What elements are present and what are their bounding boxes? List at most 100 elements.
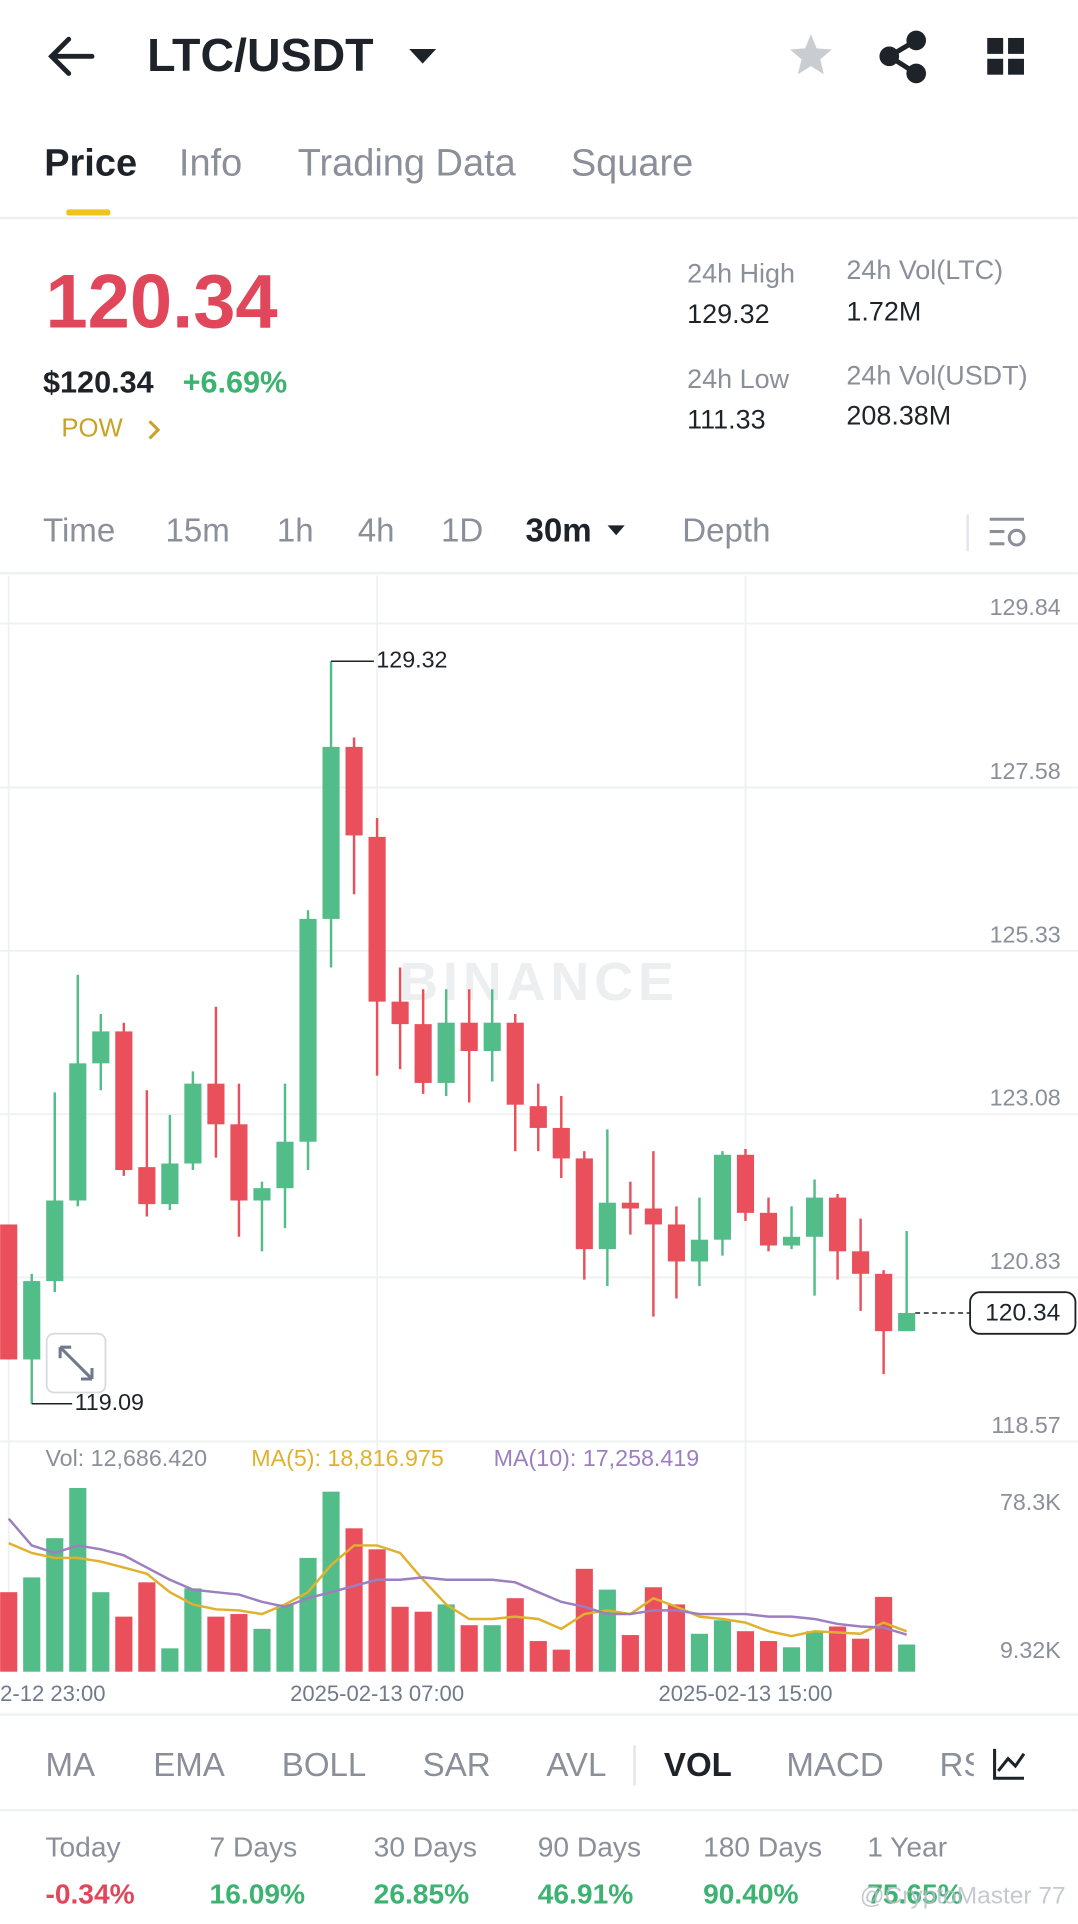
- favorite-star[interactable]: [789, 34, 832, 75]
- volume-bar: [852, 1638, 870, 1672]
- legend-entry: MA(5): 18,816.975: [251, 1445, 444, 1471]
- tab[interactable]: Trading Data: [298, 142, 517, 184]
- grid-cell: [1008, 58, 1024, 75]
- candle-body: [529, 1106, 547, 1128]
- period-label: Today: [45, 1832, 121, 1863]
- volume-bar: [621, 1635, 639, 1672]
- candle-body: [644, 1208, 662, 1225]
- indicator-option[interactable]: EMA: [153, 1747, 225, 1784]
- back-arrow-head: [48, 36, 72, 76]
- candle-body: [598, 1202, 616, 1250]
- indicator-option[interactable]: SAR: [423, 1747, 491, 1784]
- expand-button[interactable]: [45, 1332, 107, 1394]
- y-tick-label: 129.84: [990, 594, 1061, 620]
- ma-line: [8, 1541, 908, 1638]
- y-tick-label: 78.3K: [1000, 1489, 1061, 1515]
- volume-bar: [529, 1641, 547, 1672]
- indicator-option[interactable]: MACD: [786, 1747, 883, 1784]
- volume-bar: [0, 1592, 18, 1672]
- share-button[interactable]: [879, 30, 927, 84]
- volume-bar: [460, 1625, 478, 1672]
- candle-body: [483, 1022, 501, 1051]
- candle-body: [506, 1022, 524, 1105]
- tab[interactable]: Info: [179, 142, 242, 184]
- usd-price: $120.34: [43, 366, 154, 400]
- volume-bar: [322, 1491, 340, 1672]
- candle-body: [368, 836, 386, 1002]
- tab[interactable]: Price: [44, 142, 137, 184]
- period-change: 46.91%: [538, 1878, 634, 1909]
- volume-bar: [368, 1549, 386, 1672]
- candle-body: [161, 1163, 179, 1205]
- volume-bar: [184, 1588, 202, 1672]
- indicator-option[interactable]: VOL: [664, 1747, 732, 1784]
- volume-bar: [161, 1648, 179, 1672]
- interval-option[interactable]: Depth: [682, 512, 770, 549]
- interval-option[interactable]: 1D: [441, 512, 483, 549]
- y-tick-label: 125.33: [990, 921, 1061, 947]
- volume-bar: [552, 1649, 570, 1672]
- interval-option[interactable]: 1h: [277, 512, 314, 549]
- candle-body: [391, 1001, 409, 1025]
- candle-body: [782, 1236, 801, 1246]
- candle-body: [621, 1202, 639, 1209]
- period-label: 30 Days: [374, 1832, 477, 1863]
- volume-bar: [46, 1538, 64, 1672]
- indicator-settings[interactable]: [993, 1748, 1026, 1780]
- candle-body: [875, 1273, 893, 1332]
- interval-option[interactable]: Time: [43, 512, 115, 549]
- indicator-option[interactable]: BOLL: [282, 1747, 367, 1784]
- volume-bar: [299, 1557, 317, 1672]
- share-node: [906, 63, 927, 84]
- volume-bar: [483, 1625, 501, 1672]
- volume-bar: [875, 1596, 893, 1672]
- tab[interactable]: Square: [571, 142, 693, 184]
- volume-bar: [506, 1598, 524, 1672]
- candle-body: [759, 1212, 778, 1246]
- tag-chevron: [148, 420, 161, 440]
- candle-body: [713, 1154, 732, 1240]
- tag[interactable]: POW: [61, 415, 123, 443]
- volume-bar: [575, 1568, 593, 1672]
- indicator-option[interactable]: AVL: [546, 1747, 606, 1784]
- pair-title[interactable]: LTC/USDT: [147, 29, 374, 81]
- y-tick-label: 120.83: [990, 1248, 1061, 1274]
- chart-settings[interactable]: [989, 517, 1026, 547]
- candle-body: [575, 1158, 593, 1250]
- candle-body: [805, 1197, 824, 1237]
- volume-bar: [898, 1644, 916, 1672]
- candle-body: [667, 1224, 685, 1262]
- legend-entry: MA(10): 17,258.419: [494, 1445, 700, 1471]
- y-tick-label: 127.58: [990, 758, 1061, 784]
- indicator-option[interactable]: MA: [45, 1747, 95, 1784]
- share-node: [906, 30, 927, 51]
- period-change: 16.09%: [210, 1878, 306, 1909]
- volume-bar: [598, 1589, 616, 1672]
- candle-body: [414, 1024, 432, 1083]
- period-label: 90 Days: [538, 1832, 641, 1863]
- stat-value: 129.32: [687, 299, 769, 329]
- candle-body: [437, 1022, 455, 1083]
- candle-body: [345, 746, 363, 836]
- candle-body: [276, 1141, 294, 1189]
- interval-option[interactable]: 30m: [526, 512, 592, 549]
- back-button[interactable]: [48, 36, 95, 76]
- pair-dropdown[interactable]: [409, 48, 437, 64]
- candle-body: [690, 1239, 709, 1262]
- candle-body: [23, 1281, 41, 1360]
- interval-dropdown[interactable]: [607, 525, 625, 536]
- interval-option[interactable]: 4h: [358, 512, 395, 549]
- last-price-label: 120.34: [985, 1300, 1060, 1327]
- period-label: 180 Days: [703, 1832, 822, 1863]
- stat-label: 24h Vol(LTC): [846, 255, 1003, 285]
- candle-body: [0, 1224, 18, 1360]
- grid-menu[interactable]: [987, 37, 1024, 75]
- stat-label: 24h Vol(USDT): [846, 360, 1027, 390]
- candle-body: [92, 1031, 110, 1064]
- watermark: BINANCE: [399, 952, 679, 1012]
- x-tick-label: 2-12 23:00: [0, 1681, 105, 1706]
- volume-bar: [92, 1592, 110, 1672]
- interval-option[interactable]: 15m: [165, 512, 229, 549]
